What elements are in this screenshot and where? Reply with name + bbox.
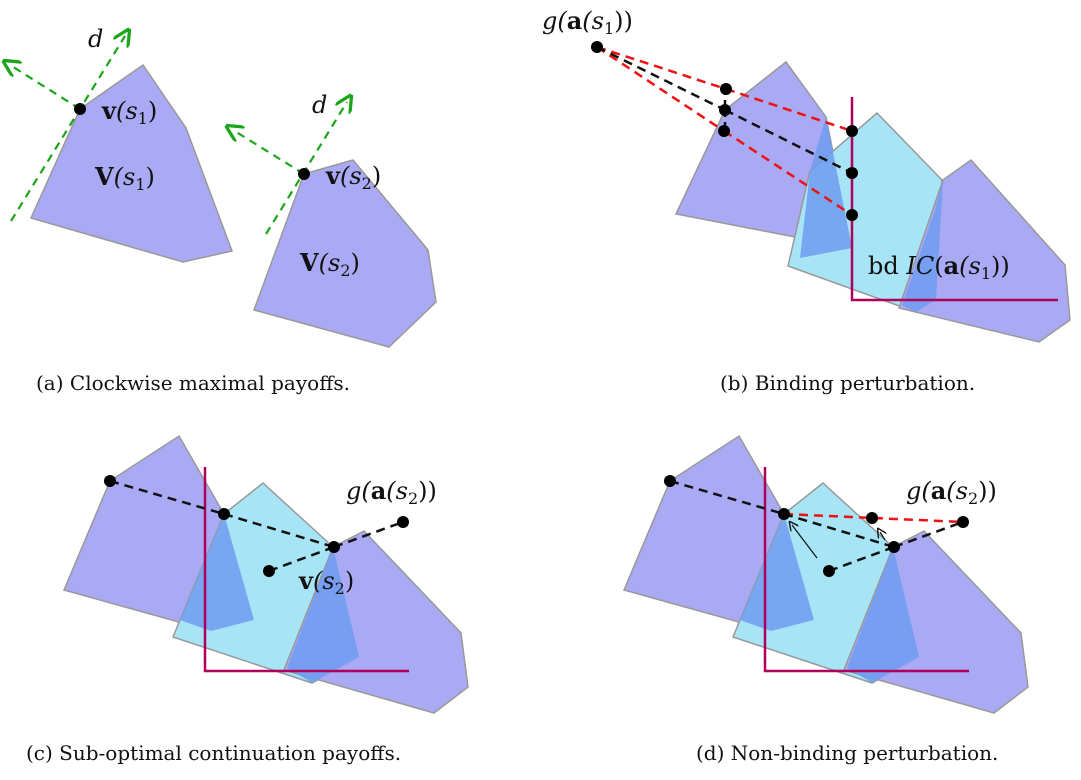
- overlap-left-middle: [800, 117, 852, 258]
- point-2: [778, 508, 790, 520]
- payoff-set-right: [898, 158, 1071, 343]
- ic-boundary: [850, 97, 1058, 302]
- red-dash-2: [725, 87, 853, 133]
- black-dash-2: [223, 512, 335, 549]
- point-upper: [720, 83, 732, 95]
- overlap-middle-right: [847, 547, 919, 683]
- ic-point-middle: [846, 167, 858, 179]
- point-g: [397, 516, 409, 528]
- point-2: [218, 508, 230, 520]
- point-v-s2: [328, 541, 340, 553]
- point-perturbed: [866, 512, 878, 524]
- point-v-s1: [74, 103, 86, 115]
- caption-b: (b) Binding perturbation.: [720, 371, 975, 395]
- panel-b: g(a(s1)) bd IC(a(s1)) (b) Binding pertur…: [542, 6, 1071, 395]
- panel-a: d v(s1) V(s1) d v(s2) V(s2) (a) Clockwis…: [10, 25, 437, 395]
- red-dash-1: [596, 45, 727, 91]
- perturbation-arrow-1: [792, 525, 818, 559]
- overlap-left-middle: [180, 514, 254, 631]
- label-g-a-s2: g(a(s2)): [346, 476, 437, 508]
- point-4: [823, 565, 835, 577]
- black-dash-1: [596, 45, 726, 112]
- label-v-s2: v(s2): [325, 161, 381, 193]
- caption-a: (a) Clockwise maximal payoffs.: [36, 371, 350, 395]
- point-v-s2: [888, 541, 900, 553]
- point-middle: [719, 104, 731, 116]
- point-g: [957, 516, 969, 528]
- ic-boundary: [203, 467, 409, 673]
- panel-d: g(a(s2)) (d) Non-binding perturbation.: [622, 434, 1029, 765]
- label-v-s1: v(s1): [101, 96, 157, 128]
- caption-d: (d) Non-binding perturbation.: [696, 741, 998, 765]
- black-dash-3: [828, 545, 895, 573]
- normal-line-s2: [233, 130, 305, 175]
- label-d2: d: [312, 91, 327, 119]
- overlap-middle-right: [902, 180, 943, 312]
- overlap-middle-right: [287, 547, 359, 683]
- red-dash-3: [596, 45, 725, 133]
- panel-c: g(a(s2)) v(s2) (c) Sub-optimal continuat…: [26, 434, 469, 765]
- point-1: [104, 475, 116, 487]
- red-dash-4: [723, 129, 853, 217]
- ic-boundary: [763, 467, 969, 673]
- normal-line-s1: [10, 65, 81, 110]
- black-dash-2: [783, 512, 895, 549]
- point-4: [263, 565, 275, 577]
- black-dash-4: [333, 520, 404, 549]
- black-dash-3: [268, 545, 335, 573]
- point-g: [591, 41, 603, 53]
- black-dash-4: [893, 520, 964, 549]
- ic-point-upper: [846, 125, 858, 137]
- point-1: [664, 475, 676, 487]
- tangent-line-s2: [265, 102, 347, 235]
- black-dash-1: [669, 479, 785, 516]
- label-V-s2: V(s2): [299, 248, 360, 280]
- label-v-s2: v(s2): [298, 566, 354, 598]
- overlap-left-middle: [740, 514, 814, 631]
- black-dash-1: [109, 479, 225, 516]
- label-V-s1: V(s1): [94, 162, 155, 194]
- label-bd-ic: bd IC(a(s1)): [868, 251, 1010, 283]
- caption-c: (c) Sub-optimal continuation payoffs.: [26, 741, 401, 765]
- label-d1: d: [88, 25, 103, 53]
- black-dash-2: [724, 108, 853, 175]
- label-g-a-s2: g(a(s2)): [906, 476, 997, 508]
- label-g-a-s1: g(a(s1)): [542, 6, 633, 38]
- point-lower: [718, 125, 730, 137]
- payoff-set-s2: [253, 159, 437, 348]
- ic-point-lower: [846, 209, 858, 221]
- point-v-s2: [298, 168, 310, 180]
- perturbation-arrow-2: [880, 532, 885, 541]
